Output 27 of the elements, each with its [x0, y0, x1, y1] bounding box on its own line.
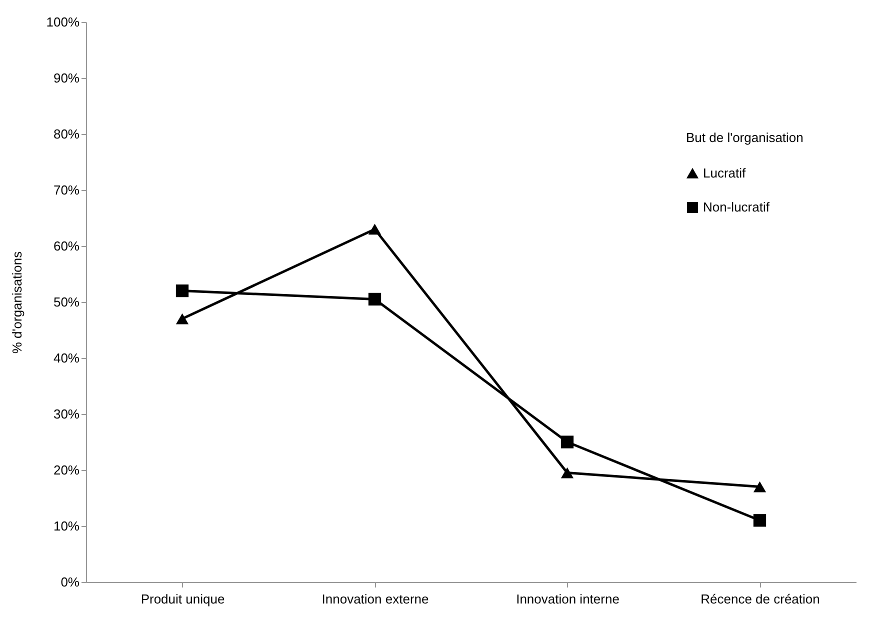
y-tick-label: 0% [60, 574, 80, 590]
y-tick-label: 60% [53, 238, 80, 254]
y-tick-label: 40% [53, 350, 80, 366]
point [368, 224, 382, 235]
y-tick-label: 100% [46, 14, 80, 30]
y-tick-label: 30% [53, 406, 80, 422]
point [560, 436, 574, 448]
y-tick-label: 20% [53, 462, 80, 478]
legend-title: But de l'organisation [686, 130, 804, 145]
x-tick-label: Produit unique [140, 592, 225, 606]
point [753, 514, 766, 527]
point [176, 284, 189, 298]
x-tick-label: Récence de création [700, 592, 820, 606]
y-tick-label: 90% [53, 70, 80, 86]
point [176, 313, 189, 324]
point [753, 481, 766, 492]
x-tick-label: Innovation externe [322, 592, 429, 606]
x-tick-label: Innovation interne [516, 592, 620, 606]
point [368, 292, 382, 306]
y-tick-label: 10% [53, 518, 80, 534]
y-tick-label: 70% [53, 182, 80, 198]
legend-label: Non-lucratif [703, 200, 770, 214]
y-axis-title: % d'organisations [9, 250, 24, 354]
y-tick-label: 80% [53, 126, 80, 142]
point [560, 467, 574, 478]
y-tick-label: 50% [53, 294, 80, 310]
legend-label: Lucratif [703, 166, 746, 180]
